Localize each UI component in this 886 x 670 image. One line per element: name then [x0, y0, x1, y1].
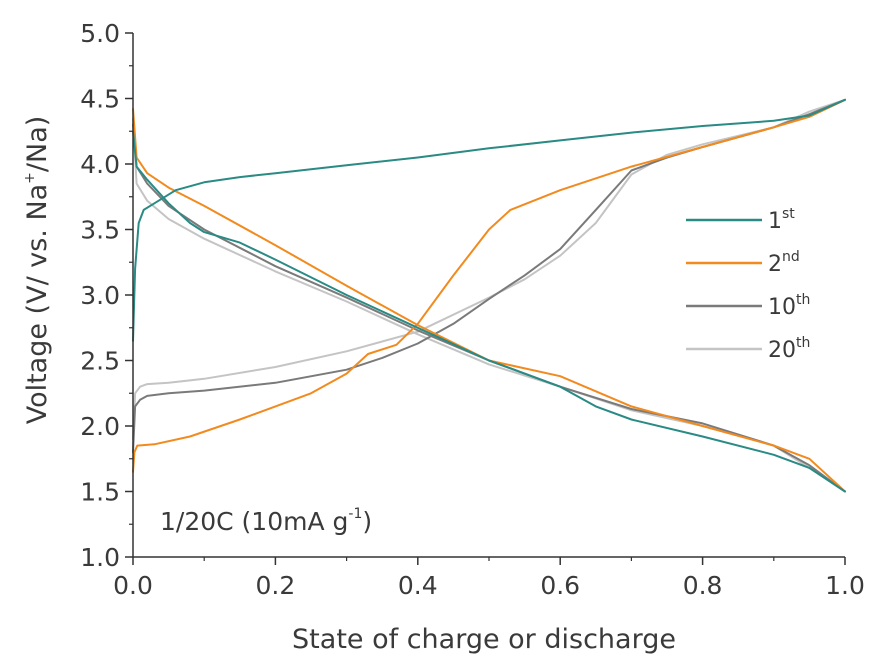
rate-annotation: 1/20C (10mA g-1) — [160, 506, 372, 536]
y-tick-label: 1.5 — [80, 478, 120, 507]
x-tick-label: 1.0 — [825, 571, 865, 600]
annotation-superscript: -1 — [348, 506, 362, 522]
legend-label-main: 10 — [768, 295, 796, 320]
series-line-10th-charge — [132, 98, 846, 454]
y-axis-title-superscript: + — [22, 172, 38, 184]
legend-label-superscript: th — [796, 292, 810, 308]
legend-label-main: 1 — [768, 209, 782, 234]
y-tick-label: 3.0 — [80, 281, 120, 310]
y-tick-label: 4.0 — [80, 150, 120, 179]
series-line-1st-discharge — [132, 130, 846, 493]
y-tick-label: 5.0 — [80, 19, 120, 48]
legend-label-20th: 20th — [768, 335, 810, 363]
series-line-2nd-charge — [132, 98, 846, 473]
y-tick-label: 2.0 — [80, 412, 120, 441]
legend-label-superscript: nd — [782, 249, 800, 265]
y-axis-title: Voltage (V/ vs. Na+/Na) — [22, 116, 53, 425]
legend-label-10th: 10th — [768, 292, 810, 320]
x-tick-label: 0.0 — [113, 571, 153, 600]
legend-label-main: 20 — [768, 338, 796, 363]
legend-label-main: 2 — [768, 252, 782, 277]
y-tick-label: 2.5 — [80, 347, 120, 376]
y-tick-label: 3.5 — [80, 216, 120, 245]
annotation-main: 1/20C (10mA g — [160, 507, 348, 536]
x-axis-title: State of charge or discharge — [292, 624, 676, 655]
series-layer — [132, 98, 846, 493]
x-tick-label: 0.2 — [256, 571, 296, 600]
legend-label-2nd: 2nd — [768, 249, 800, 277]
y-axis-title-main: Voltage (V/ vs. Na — [22, 184, 53, 425]
legend-label-1st: 1st — [768, 206, 795, 234]
x-tick-label: 0.8 — [683, 571, 723, 600]
x-tick-label: 0.6 — [540, 571, 580, 600]
y-tick-label: 1.0 — [80, 543, 120, 572]
series-line-20th-charge — [132, 98, 846, 441]
y-axis-title-tail: /Na) — [22, 116, 53, 172]
legend-label-superscript: st — [782, 206, 795, 222]
axes-layer: 1.0 1.5 2.0 2.5 3.0 3.5 4.0 4.5 5.0 0.0 0.2 0.4 0.6 0… — [80, 19, 865, 600]
x-tick-label: 0.4 — [398, 571, 438, 600]
annotation-tail: ) — [362, 507, 372, 536]
series-line-1st-charge — [132, 98, 846, 342]
legend-label-superscript: th — [796, 335, 810, 351]
y-tick-label: 4.5 — [80, 85, 120, 114]
